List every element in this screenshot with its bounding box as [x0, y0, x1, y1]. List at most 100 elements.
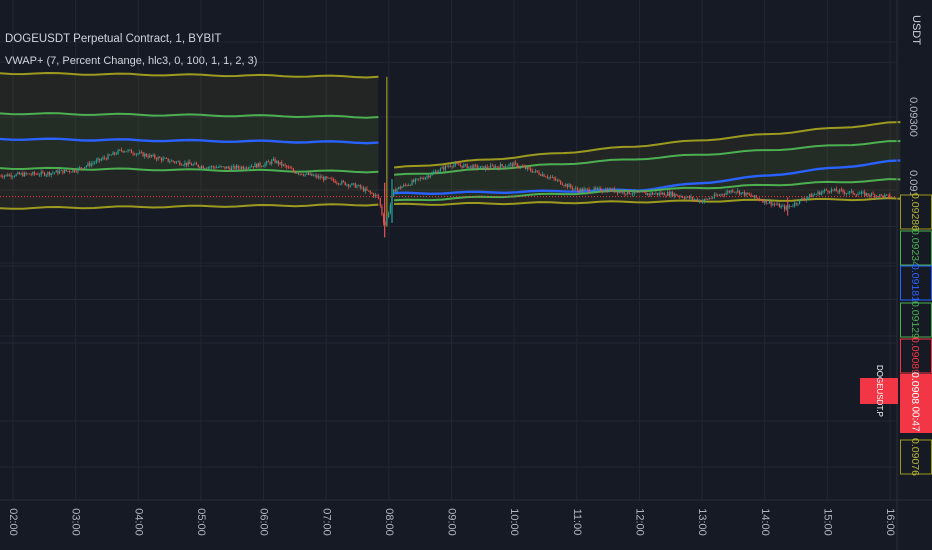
candle-body: [3, 175, 6, 178]
candle-body: [326, 176, 328, 178]
candle-body: [662, 192, 664, 195]
candle-body: [585, 188, 587, 190]
candle-body: [548, 176, 550, 178]
candle-body: [750, 194, 752, 197]
candle-body: [839, 189, 841, 193]
candle-body: [394, 189, 396, 192]
candle-body: [844, 192, 846, 194]
candle-body: [825, 189, 827, 191]
candle-body: [516, 163, 518, 168]
candle-body: [536, 170, 538, 173]
candle-body: [299, 173, 301, 175]
candle-body: [822, 191, 824, 193]
lower-1-line: [394, 178, 901, 202]
candle-body: [231, 167, 233, 171]
candle-body: [660, 192, 662, 195]
vwap-line: [0, 137, 379, 145]
time-tick-label: 13:00: [696, 508, 708, 536]
candle-body: [418, 178, 420, 180]
candle-body: [439, 168, 442, 172]
candle-body: [316, 175, 318, 178]
candle-body: [68, 170, 71, 172]
upper-1-line: [394, 140, 901, 176]
candle-body: [792, 205, 794, 207]
candle-body: [28, 173, 31, 175]
candle-body: [583, 188, 585, 192]
candle-body: [185, 162, 188, 166]
indicator-legend[interactable]: VWAP+ (7, Percent Change, hlc3, 0, 100, …: [5, 55, 258, 67]
candle-body: [795, 202, 797, 205]
candle-body: [321, 177, 323, 179]
candle-body: [388, 212, 390, 218]
candle-body: [134, 153, 136, 155]
candle-body: [162, 158, 164, 161]
candle-body: [489, 165, 492, 169]
candle-body: [636, 192, 639, 193]
candle-body: [640, 191, 642, 193]
candle-body: [443, 167, 445, 170]
candle-body: [226, 166, 228, 169]
candle-body: [678, 195, 680, 197]
candle-body: [112, 152, 114, 155]
candle-body: [284, 164, 286, 166]
candle-body: [656, 192, 659, 195]
candle-body: [588, 188, 590, 193]
candle-body: [840, 189, 842, 191]
candle-body: [366, 188, 368, 191]
candle-body: [170, 160, 173, 162]
candle-body: [55, 170, 57, 173]
candle-body: [383, 214, 385, 224]
candle-body: [857, 194, 859, 196]
candle-body: [478, 167, 480, 169]
candle-body: [819, 191, 821, 195]
candle-body: [555, 178, 557, 181]
candle-body: [855, 194, 857, 196]
candle-body: [765, 199, 767, 204]
chart-grid: [0, 0, 897, 500]
candle-body: [386, 217, 388, 225]
candle-body: [772, 203, 774, 206]
candle-body: [411, 180, 413, 186]
candle-body: [718, 195, 721, 196]
candle-body: [92, 163, 94, 164]
candle-body: [459, 165, 462, 166]
candle-body: [870, 193, 873, 197]
candle-body: [509, 163, 512, 165]
lower-2-line: [0, 203, 379, 210]
candle-body: [286, 165, 288, 168]
candle-body: [611, 188, 614, 192]
candle-body: [788, 206, 791, 207]
candle-body: [406, 185, 408, 186]
candle-body: [431, 172, 433, 176]
candle-body: [700, 200, 702, 203]
candle-body: [12, 176, 14, 178]
candle-body: [824, 189, 826, 192]
candle-body: [132, 153, 134, 154]
candle-body: [646, 193, 649, 195]
candle-body: [533, 171, 535, 173]
candle-body: [703, 198, 705, 202]
time-tick-label: 11:00: [571, 509, 583, 536]
candle-body: [414, 178, 416, 182]
candle-body: [17, 172, 19, 174]
candle-body: [620, 191, 622, 193]
candle-body: [361, 187, 363, 189]
candle-body: [605, 189, 607, 192]
candle-body: [73, 169, 76, 172]
candle-body: [197, 164, 199, 167]
candle-body: [570, 184, 572, 188]
candle-body: [506, 166, 508, 167]
candle-body: [441, 167, 443, 169]
candle-body: [631, 193, 634, 195]
candle-body: [740, 192, 742, 195]
candle-body: [491, 165, 493, 167]
upper-2-line: [394, 121, 901, 169]
candle-body: [27, 173, 29, 175]
candle-body: [879, 194, 881, 197]
candle-body: [867, 193, 869, 196]
candle-body: [645, 192, 647, 195]
price-label-value: 0.09082: [909, 372, 921, 410]
vwap-line: [394, 159, 901, 196]
lower-2-line: [394, 197, 901, 206]
